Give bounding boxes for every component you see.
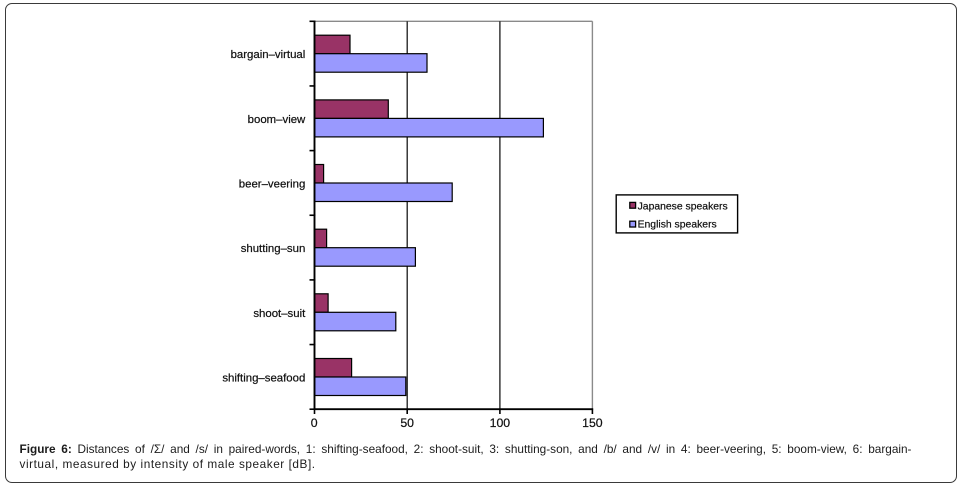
svg-text:shutting–sun: shutting–sun	[241, 243, 306, 255]
svg-text:0: 0	[311, 416, 318, 430]
svg-text:Japanese speakers: Japanese speakers	[638, 201, 728, 212]
svg-text:bargain–virtual: bargain–virtual	[231, 49, 306, 61]
svg-text:shifting–seafood: shifting–seafood	[222, 372, 305, 384]
svg-text:50: 50	[400, 416, 414, 430]
svg-text:English speakers: English speakers	[638, 220, 717, 231]
svg-text:shoot–suit: shoot–suit	[253, 308, 306, 320]
svg-text:boom–view: boom–view	[248, 114, 306, 126]
svg-text:150: 150	[582, 416, 603, 430]
svg-text:beer–veering: beer–veering	[239, 178, 306, 190]
svg-text:100: 100	[490, 416, 511, 430]
